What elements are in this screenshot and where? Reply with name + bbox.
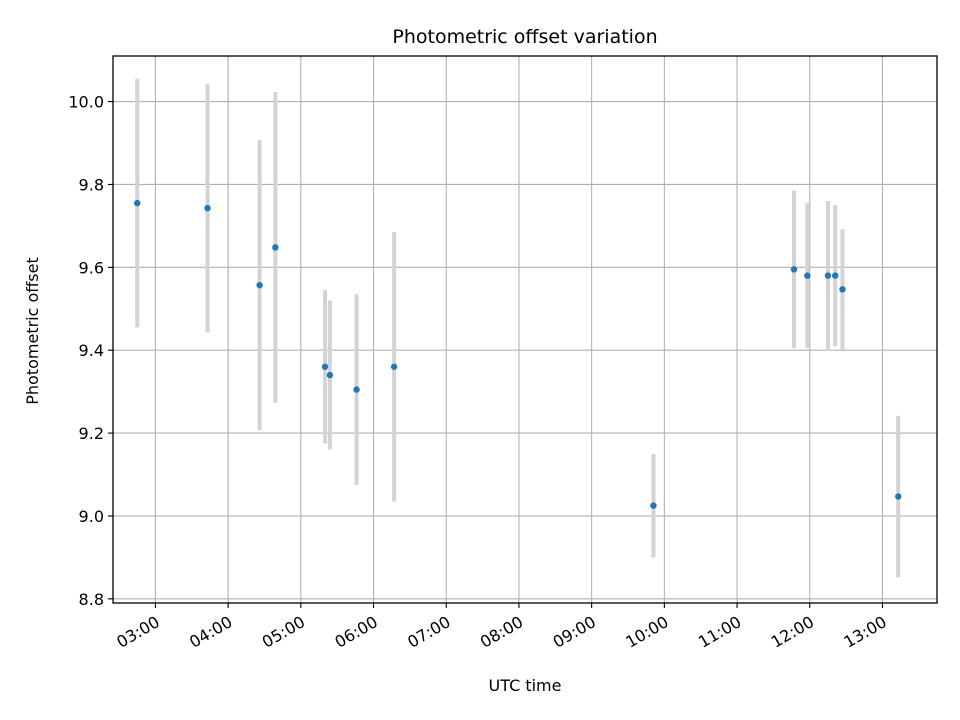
y-axis-ticks: 8.8 9.0 9.2 9.4 9.6 9.8 10.0	[68, 93, 113, 609]
y-tick-label: 9.2	[79, 424, 104, 443]
chart-title: Photometric offset variation	[392, 26, 657, 48]
y-tick-label: 9.8	[79, 175, 104, 194]
y-tick-label: 8.8	[79, 590, 104, 609]
data-point	[895, 493, 902, 500]
plot-frame	[112, 55, 938, 604]
data-point	[321, 363, 329, 370]
y-axis-label: Photometric offset	[23, 257, 42, 405]
grid	[113, 56, 937, 603]
data-point	[824, 272, 832, 279]
x-axis-label: UTC time	[489, 676, 562, 695]
data-point	[390, 363, 398, 370]
data-point	[256, 281, 263, 289]
data-point	[204, 204, 211, 212]
data-point	[272, 244, 279, 251]
y-tick-label: 9.4	[79, 341, 104, 360]
data-point	[326, 371, 334, 379]
y-tick-label: 10.0	[68, 93, 104, 112]
data-point	[353, 386, 360, 393]
y-tick-label: 9.0	[79, 507, 104, 526]
data-point	[832, 272, 839, 279]
data-points	[134, 199, 902, 509]
data-point	[134, 199, 141, 207]
data-point	[650, 502, 657, 509]
data-point	[839, 286, 846, 293]
data-point	[790, 266, 798, 273]
data-point	[804, 272, 811, 279]
y-tick-label: 9.6	[79, 258, 104, 277]
